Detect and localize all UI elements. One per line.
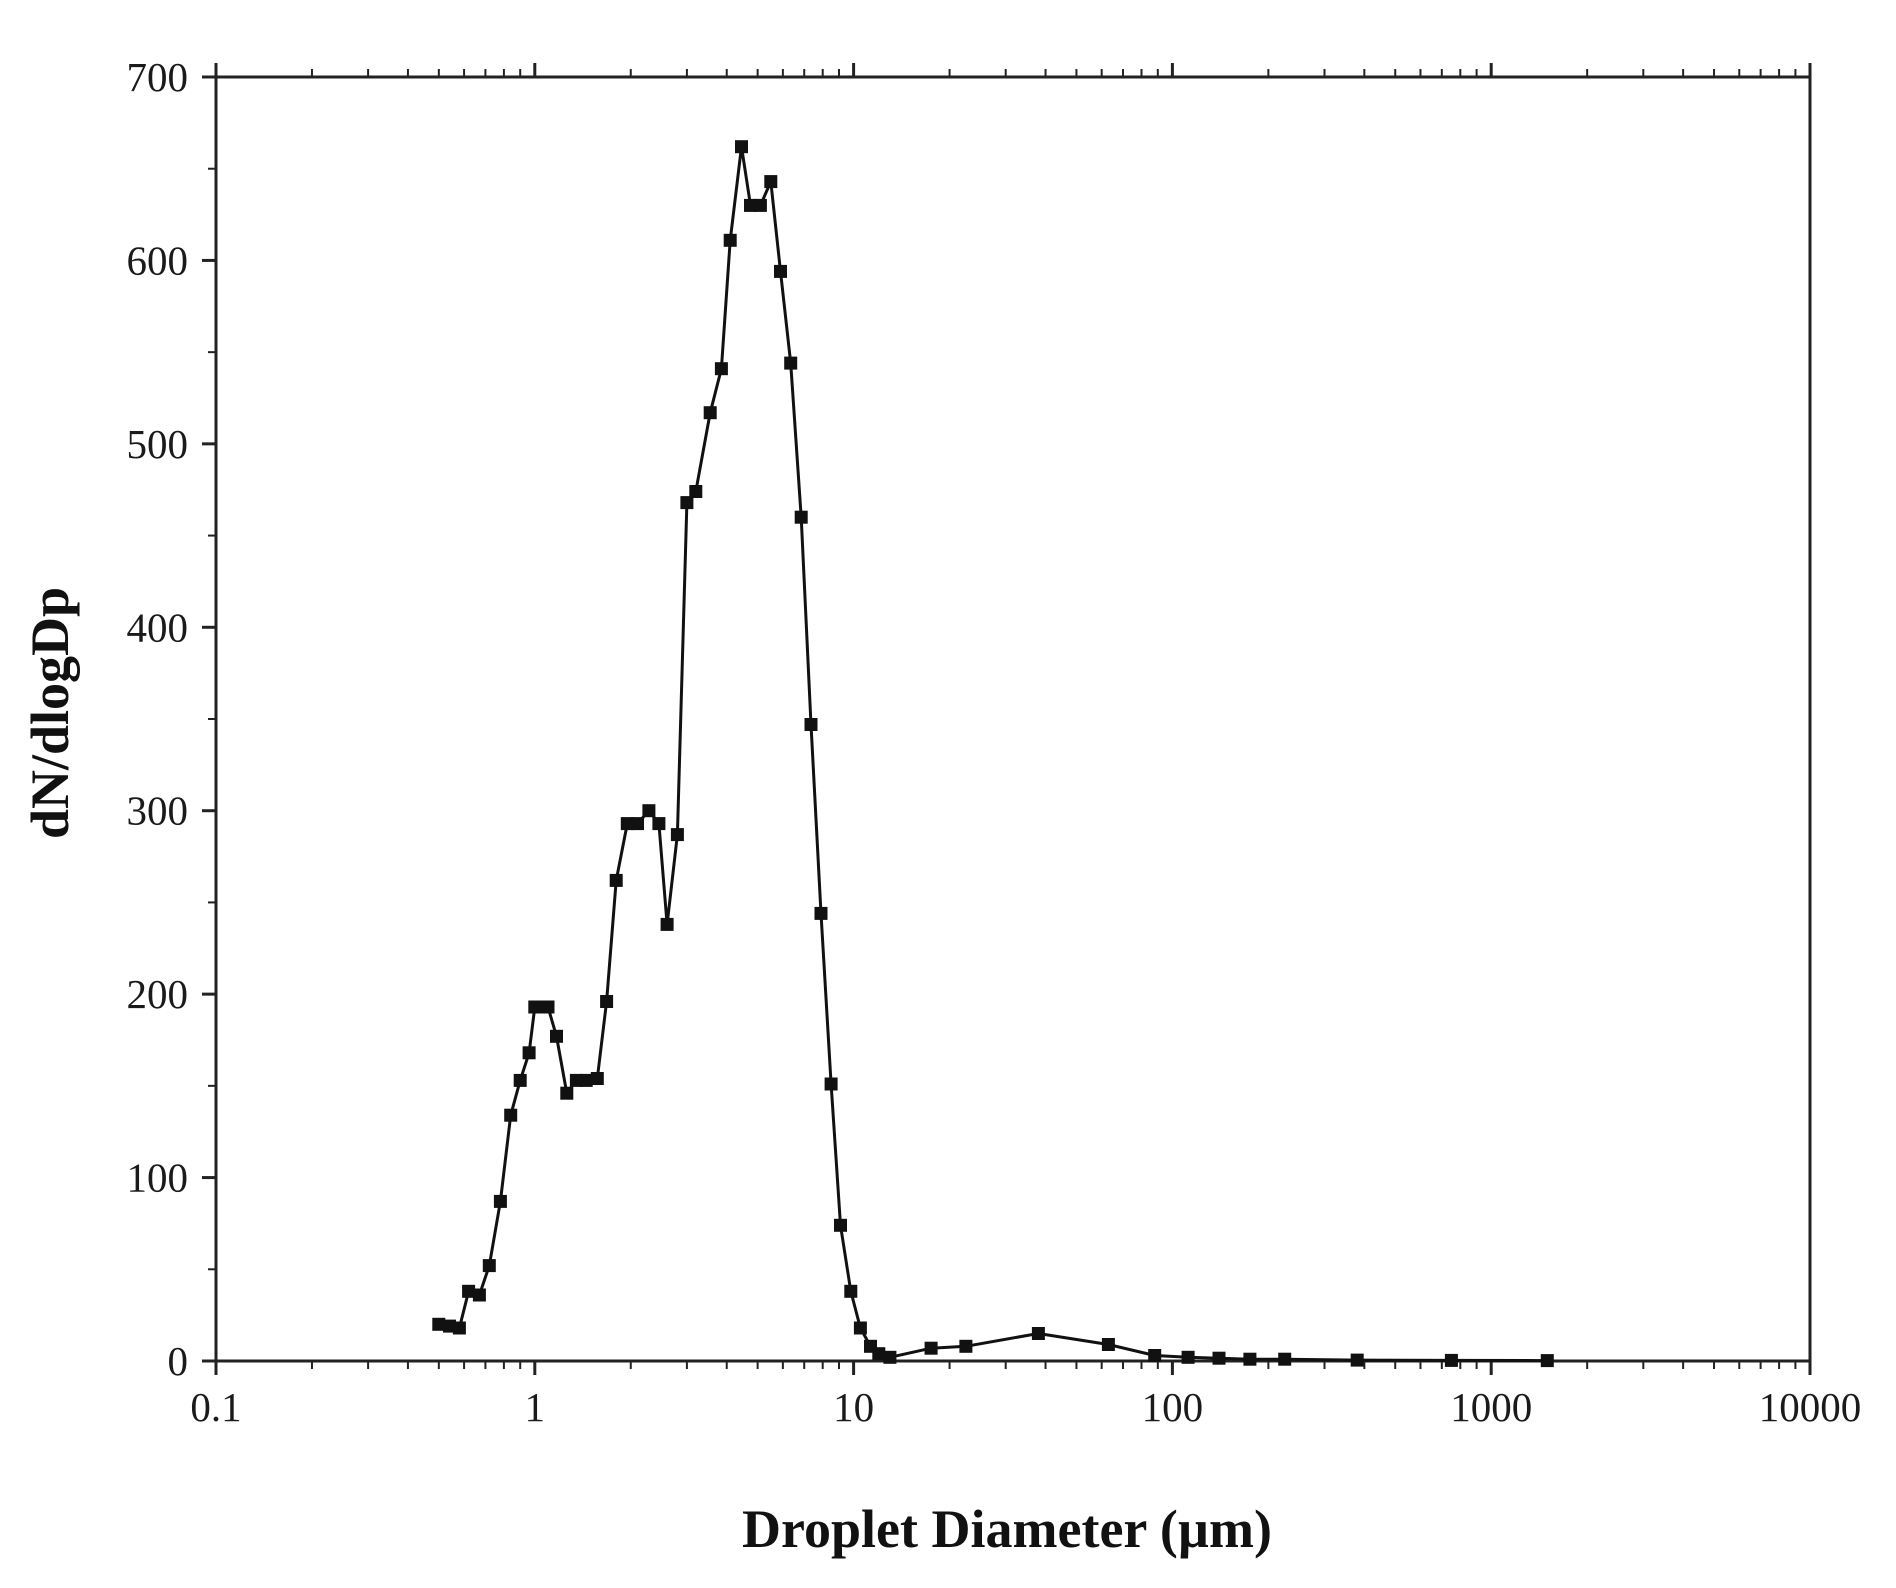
- data-point-marker: [853, 1321, 867, 1335]
- data-point-marker: [703, 406, 717, 420]
- x-tick-label: 0.1: [190, 1384, 241, 1430]
- y-tick-label: 300: [127, 788, 189, 834]
- data-point-marker: [689, 485, 703, 498]
- data-point-marker: [600, 995, 614, 1008]
- y-tick-label: 500: [127, 421, 189, 467]
- data-point-marker: [844, 1284, 858, 1298]
- data-point-marker: [924, 1341, 938, 1355]
- data-point-marker: [959, 1339, 973, 1353]
- x-tick-label: 100: [1142, 1384, 1204, 1430]
- data-point-marker: [1148, 1349, 1162, 1362]
- data-point-marker: [814, 906, 828, 920]
- data-point-marker: [1212, 1351, 1226, 1365]
- data-point-marker: [432, 1317, 446, 1331]
- data-point-marker: [804, 718, 818, 731]
- data-point-marker: [872, 1347, 886, 1361]
- data-point-marker: [620, 817, 634, 831]
- data-point-marker: [670, 828, 684, 842]
- data-point-marker: [774, 264, 787, 278]
- data-point-marker: [472, 1288, 486, 1302]
- y-tick-label: 0: [168, 1338, 189, 1384]
- x-axis-title: Droplet Diameter (µm): [742, 1499, 1272, 1559]
- data-point-marker: [631, 817, 644, 831]
- data-point-marker: [834, 1218, 847, 1232]
- data-point-marker: [1101, 1338, 1115, 1351]
- data-point-marker: [579, 1073, 593, 1087]
- data-point-marker: [764, 175, 778, 189]
- data-point-marker: [522, 1046, 536, 1060]
- data-point-marker: [569, 1073, 583, 1087]
- data-point-marker: [590, 1072, 604, 1085]
- axes-layer: [202, 63, 1812, 1375]
- data-point-marker: [513, 1073, 527, 1087]
- x-tick-label: 1: [525, 1384, 546, 1430]
- data-point-marker: [642, 804, 656, 818]
- data-point-marker: [660, 917, 674, 931]
- data-point-marker: [714, 362, 728, 376]
- data-point-marker: [482, 1259, 496, 1273]
- data-point-marker: [723, 233, 737, 247]
- data-point-marker: [609, 873, 623, 887]
- x-tick-label: 10000: [1759, 1384, 1862, 1430]
- y-tick-label: 100: [127, 1155, 189, 1201]
- data-point-marker: [493, 1194, 507, 1208]
- data-point-marker: [560, 1086, 574, 1100]
- data-point-marker: [541, 1000, 555, 1014]
- data-point-marker: [504, 1108, 518, 1122]
- data-point-marker: [794, 510, 808, 524]
- y-tick-label: 400: [127, 604, 189, 650]
- labels-layer: Droplet Diameter (µm) dN/dlogDp 0.1 1 10 10…: [20, 54, 1861, 1559]
- data-point-marker: [744, 198, 757, 212]
- data-point-marker: [652, 817, 666, 831]
- data-point-marker: [883, 1350, 897, 1364]
- data-point-marker: [824, 1077, 838, 1091]
- data-point-marker: [550, 1029, 563, 1043]
- data-point-marker: [462, 1284, 476, 1298]
- data-point-marker: [443, 1319, 456, 1333]
- data-point-marker: [1540, 1354, 1554, 1368]
- data-point-marker: [1444, 1353, 1458, 1367]
- data-point-marker: [735, 140, 748, 154]
- y-tick-label: 200: [127, 971, 189, 1017]
- data-point-marker: [1031, 1327, 1045, 1340]
- data-point-marker: [784, 356, 798, 370]
- x-tick-label: 10: [833, 1384, 874, 1430]
- y-axis-title: dN/dlogDp: [20, 587, 80, 839]
- data-point-marker: [1243, 1352, 1257, 1366]
- data-point-marker: [1350, 1353, 1364, 1367]
- data-point-marker: [753, 198, 767, 212]
- data-point-marker: [1278, 1352, 1292, 1366]
- data-point-marker: [680, 496, 694, 510]
- y-tick-label: 700: [127, 54, 189, 100]
- data-point-marker: [452, 1321, 466, 1335]
- data-layer: [432, 140, 1554, 1368]
- data-point-marker: [1181, 1350, 1195, 1364]
- x-tick-label: 1000: [1450, 1384, 1532, 1430]
- y-tick-label: 600: [127, 237, 189, 283]
